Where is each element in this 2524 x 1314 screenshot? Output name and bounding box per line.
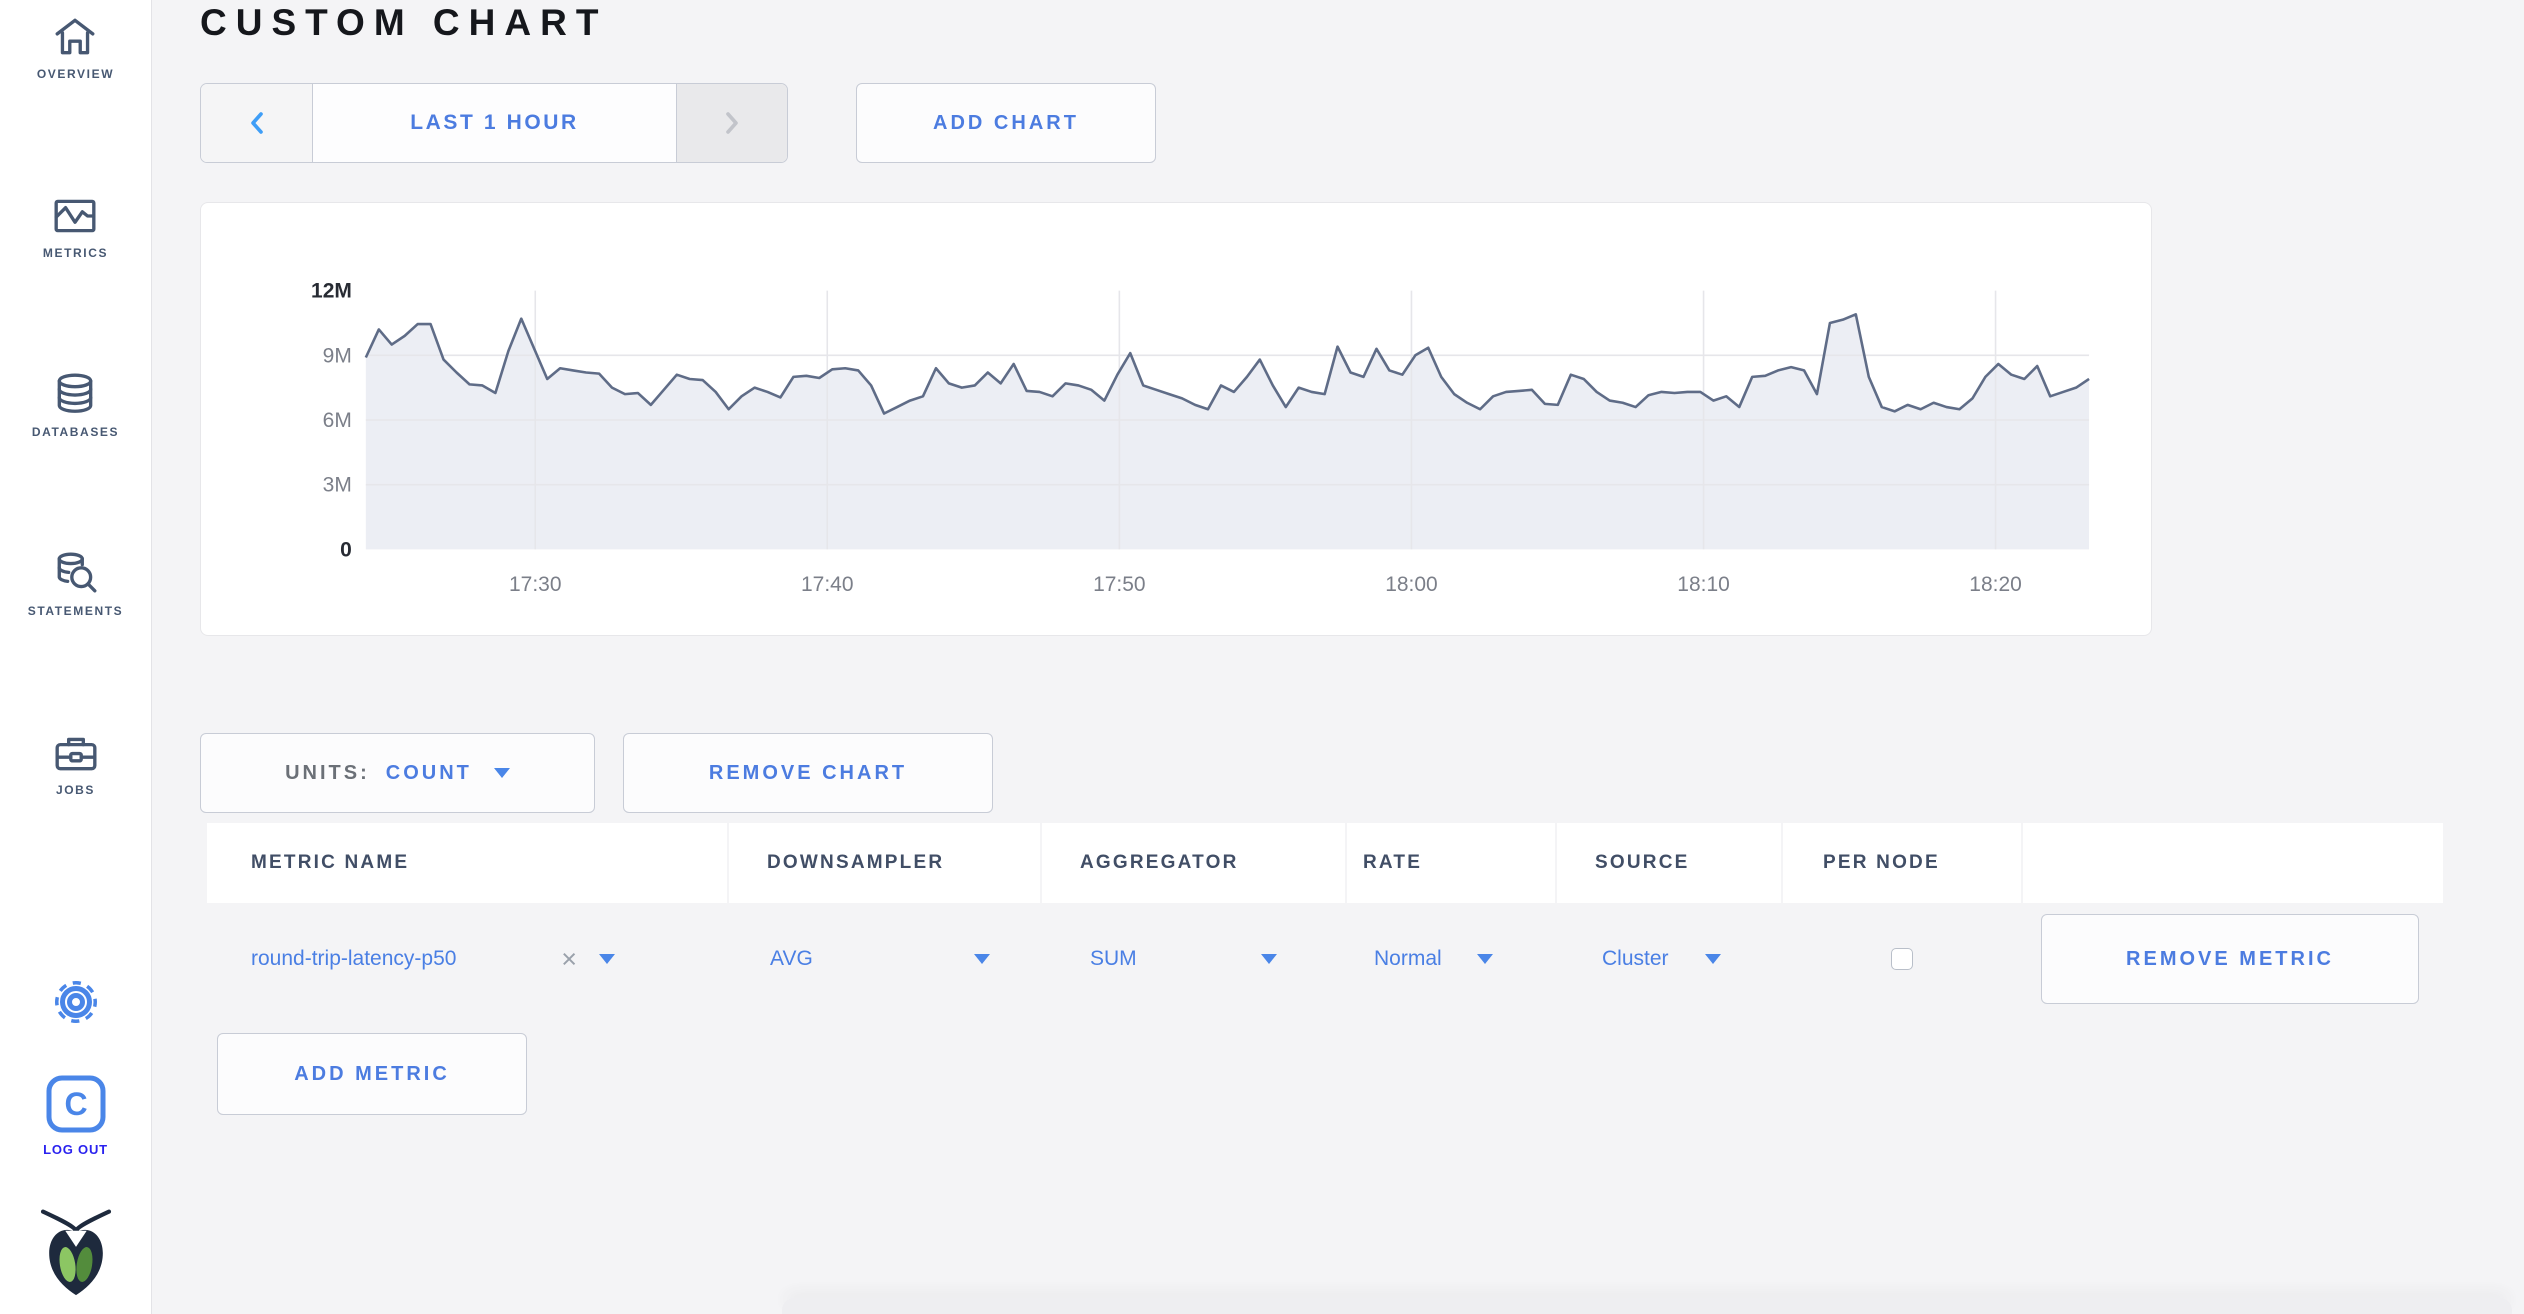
column-header-aggregator: AGGREGATOR (1042, 823, 1345, 903)
metric-name-value: round-trip-latency-p50 (251, 947, 457, 970)
chevron-down-icon (493, 768, 510, 778)
cockroach-c-icon: C (46, 1075, 105, 1133)
aggregator-value: SUM (1090, 947, 1137, 970)
column-header-metric-name: METRIC NAME (207, 823, 727, 903)
home-icon (52, 12, 98, 58)
settings-button[interactable] (50, 976, 102, 1033)
chevron-down-icon (1261, 954, 1277, 964)
sidebar-item-label: JOBS (55, 783, 96, 797)
sidebar-item-label: STATEMENTS (27, 604, 124, 618)
time-window-selector: LAST 1 HOUR (200, 83, 788, 163)
chevron-down-icon (1477, 954, 1493, 964)
sidebar-item-databases[interactable]: DATABASES (32, 370, 119, 439)
sidebar-item-label: OVERVIEW (36, 67, 115, 81)
time-window-label[interactable]: LAST 1 HOUR (313, 84, 676, 162)
svg-text:18:10: 18:10 (1677, 573, 1730, 596)
chevron-down-icon (1705, 954, 1721, 964)
chart-card: 0 3M 6M 9M 12M 17:30 17:40 17:50 18:00 18:10 18:20 (200, 202, 2152, 636)
remove-chart-button[interactable]: REMOVE CHART (623, 733, 993, 813)
svg-text:3M: 3M (323, 474, 352, 497)
metric-name-select[interactable]: round-trip-latency-p50 × (207, 943, 727, 974)
column-header-source: SOURCE (1557, 823, 1781, 903)
main-content: CUSTOM CHART LAST 1 HOUR ADD CHART 0 3M 6M… (152, 0, 2524, 1314)
column-header-rate: RATE (1347, 823, 1555, 903)
units-value: COUNT (385, 761, 472, 784)
rate-value: Normal (1374, 947, 1442, 970)
svg-text:18:20: 18:20 (1969, 573, 2022, 596)
svg-text:C: C (64, 1086, 87, 1122)
add-chart-button[interactable]: ADD CHART (856, 83, 1156, 163)
rate-select[interactable]: Normal (1347, 947, 1555, 971)
chevron-right-icon (726, 112, 738, 134)
metrics-icon (52, 191, 98, 237)
sidebar-item-label: DATABASES (31, 425, 120, 439)
downsampler-value: AVG (770, 947, 813, 970)
page-title: CUSTOM CHART (200, 2, 608, 43)
units-dropdown[interactable]: UNITS: COUNT (200, 733, 595, 813)
chevron-down-icon (974, 954, 990, 964)
clear-metric-icon[interactable]: × (561, 943, 577, 974)
svg-text:17:40: 17:40 (801, 573, 854, 596)
sidebar: OVERVIEW METRICS DATABASES (0, 0, 152, 1314)
sidebar-bottom: C LOG OUT (30, 976, 122, 1314)
column-header-downsampler: DOWNSAMPLER (729, 823, 1040, 903)
add-metric-button[interactable]: ADD METRIC (217, 1033, 527, 1115)
downsampler-select[interactable]: AVG (729, 947, 1040, 971)
sidebar-item-metrics[interactable]: METRICS (43, 191, 108, 260)
sidebar-item-label: METRICS (42, 246, 109, 260)
sidebar-item-jobs[interactable]: JOBS (53, 728, 99, 797)
metrics-table-header: METRIC NAME DOWNSAMPLER AGGREGATOR RATE … (207, 823, 2524, 903)
aggregator-select[interactable]: SUM (1042, 947, 1345, 971)
time-window-next-button[interactable] (676, 84, 787, 162)
source-value: Cluster (1602, 947, 1669, 970)
metric-row: round-trip-latency-p50 × AVG SUM (207, 903, 2524, 1015)
svg-text:9M: 9M (323, 344, 352, 367)
svg-text:12M: 12M (311, 280, 352, 303)
cockroachdb-logo (30, 1207, 122, 1304)
database-icon (52, 370, 98, 416)
logout-button[interactable]: C (46, 1075, 106, 1138)
svg-text:17:30: 17:30 (509, 573, 562, 596)
chevron-down-icon (599, 954, 615, 964)
sidebar-item-overview[interactable]: OVERVIEW (37, 12, 114, 81)
units-prefix-label: UNITS: (285, 761, 370, 784)
column-header-per-node: PER NODE (1783, 823, 2021, 903)
column-header-actions (2023, 823, 2443, 903)
sidebar-item-statements[interactable]: STATEMENTS (28, 549, 124, 618)
metrics-table: METRIC NAME DOWNSAMPLER AGGREGATOR RATE … (207, 823, 2524, 1115)
chart-controls: UNITS: COUNT REMOVE CHART (200, 733, 2524, 813)
logout-label[interactable]: LOG OUT (43, 1142, 108, 1157)
svg-text:6M: 6M (323, 409, 352, 432)
toolbar: LAST 1 HOUR ADD CHART (200, 83, 2524, 163)
source-select[interactable]: Cluster (1557, 947, 1781, 971)
gear-icon (54, 981, 97, 1023)
chevron-left-icon (250, 112, 263, 134)
next-chart-shadow (782, 1298, 2512, 1314)
custom-chart: 0 3M 6M 9M 12M 17:30 17:40 17:50 18:00 18:10 18:20 (311, 280, 2090, 596)
remove-metric-button[interactable]: REMOVE METRIC (2041, 914, 2419, 1004)
per-node-checkbox[interactable] (1891, 948, 1913, 970)
svg-text:0: 0 (340, 538, 352, 561)
svg-text:18:00: 18:00 (1385, 573, 1438, 596)
statements-icon (53, 549, 99, 595)
time-window-prev-button[interactable] (201, 84, 313, 162)
svg-text:17:50: 17:50 (1093, 573, 1146, 596)
briefcase-icon (53, 728, 99, 774)
